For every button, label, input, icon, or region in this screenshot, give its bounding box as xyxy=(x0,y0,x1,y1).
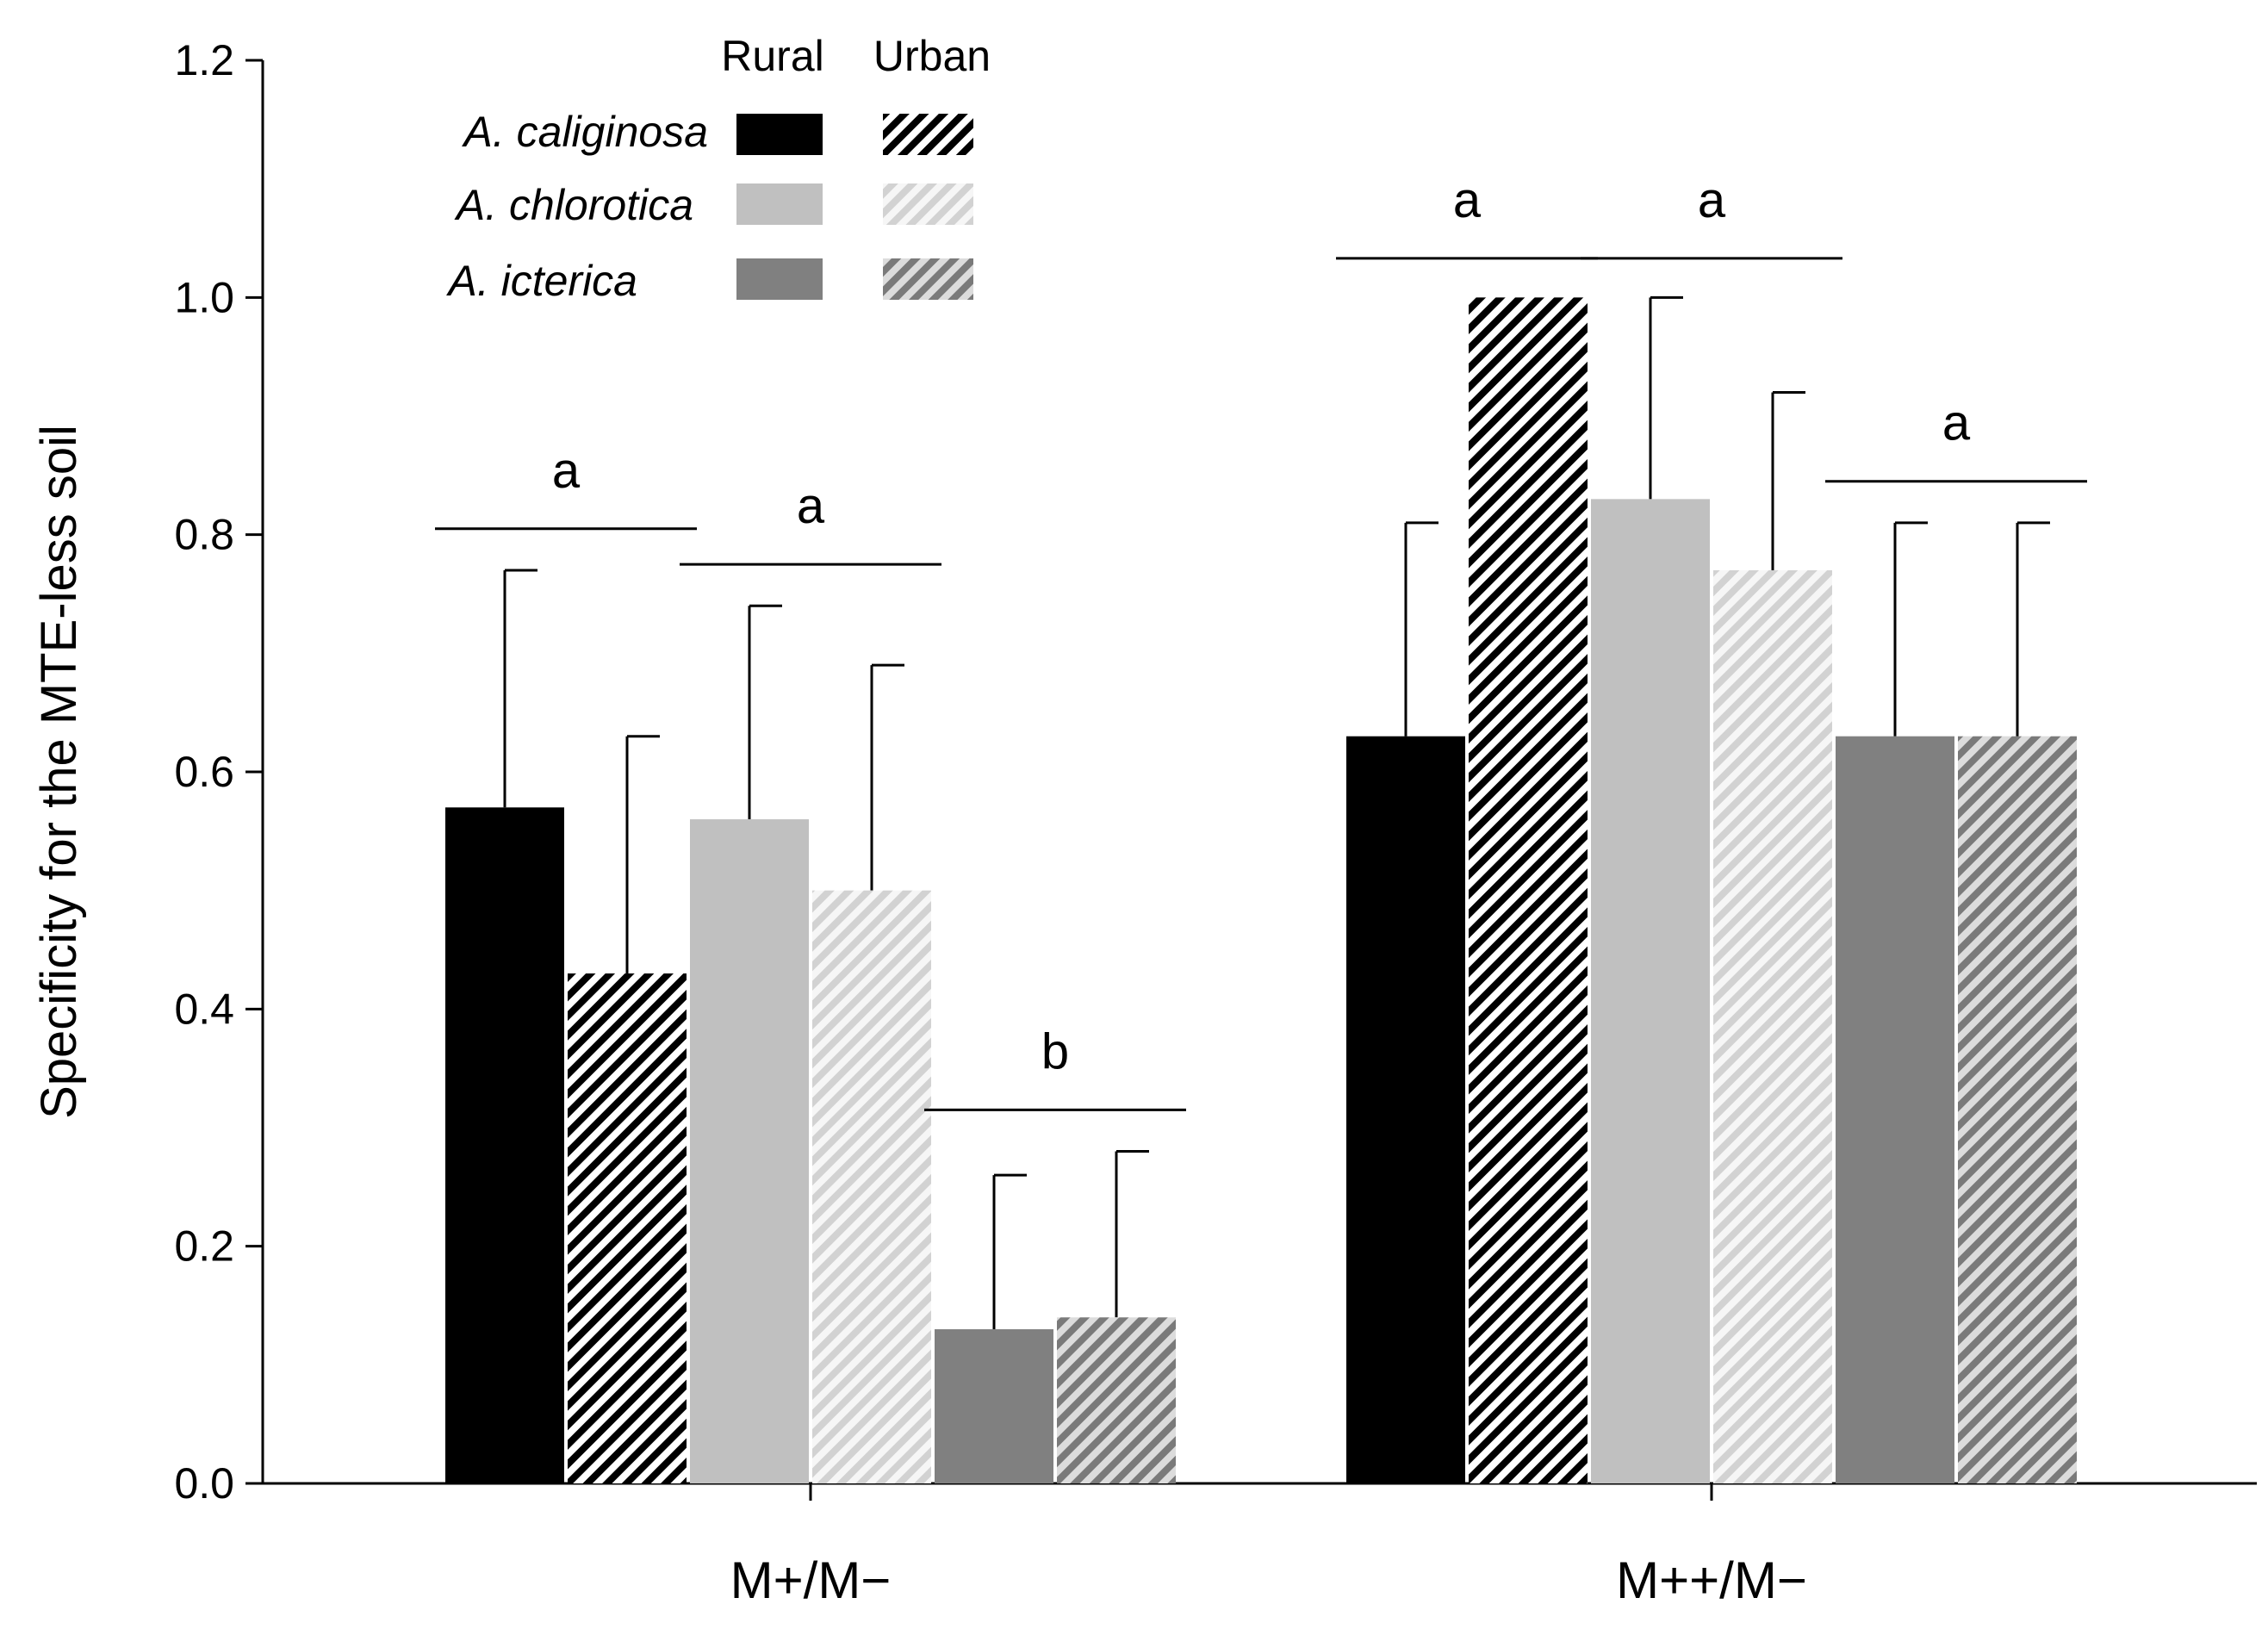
legend: Rural Urban A. caliginosa A. chlorotica … xyxy=(445,32,991,305)
y-tick-label: 0.2 xyxy=(174,1222,234,1271)
bar xyxy=(1713,569,1832,1483)
bar xyxy=(1836,736,1954,1483)
significance-letter: a xyxy=(797,478,825,534)
legend-label-icterica: A. icterica xyxy=(445,257,637,305)
y-axis-label: Specificity for the MTE-less soil xyxy=(31,425,87,1119)
bar xyxy=(1469,297,1588,1483)
y-tick-label: 0.4 xyxy=(174,985,234,1033)
significance-letter: a xyxy=(1453,172,1482,228)
x-ticks: M+/M− M++/M− xyxy=(730,1483,1807,1609)
x-category-label: M+/M− xyxy=(730,1551,892,1609)
x-category-label: M++/M− xyxy=(1616,1551,1807,1609)
legend-label-caliginosa: A. caliginosa xyxy=(462,108,709,156)
y-tick-label: 0.0 xyxy=(174,1459,234,1508)
bar xyxy=(1591,499,1710,1483)
significance-letter: a xyxy=(552,443,581,499)
y-tick-label: 1.2 xyxy=(174,36,234,84)
legend-swatch-chlorotica-rural xyxy=(736,183,823,225)
bar xyxy=(690,819,809,1483)
legend-swatch-icterica-rural xyxy=(736,258,823,300)
bar xyxy=(935,1329,1053,1483)
legend-swatch-icterica-urban xyxy=(883,258,973,300)
y-ticks: 0.0 0.2 0.4 0.6 0.8 1.0 1.2 xyxy=(174,36,263,1508)
bar xyxy=(568,973,687,1483)
legend-label-chlorotica: A. chlorotica xyxy=(454,181,693,229)
legend-header-urban: Urban xyxy=(873,32,991,80)
legend-swatch-caliginosa-rural xyxy=(736,114,823,155)
bars xyxy=(445,297,2077,1483)
bar xyxy=(445,807,564,1483)
y-tick-label: 0.8 xyxy=(174,511,234,559)
bar xyxy=(1958,736,2077,1483)
legend-swatch-caliginosa-urban xyxy=(883,114,973,155)
y-tick-label: 0.6 xyxy=(174,748,234,796)
significance-letter: a xyxy=(1698,172,1726,228)
significance-letter: b xyxy=(1041,1023,1069,1079)
legend-header-rural: Rural xyxy=(721,32,823,80)
error-bars xyxy=(503,295,2050,1330)
bar xyxy=(1346,736,1465,1483)
significance-letter: a xyxy=(1942,395,1971,451)
legend-swatch-chlorotica-urban xyxy=(883,183,973,225)
bar xyxy=(812,890,931,1483)
significance-annotations: a a b a a a xyxy=(435,172,2087,1111)
bar xyxy=(1057,1317,1176,1483)
y-tick-label: 1.0 xyxy=(174,273,234,321)
